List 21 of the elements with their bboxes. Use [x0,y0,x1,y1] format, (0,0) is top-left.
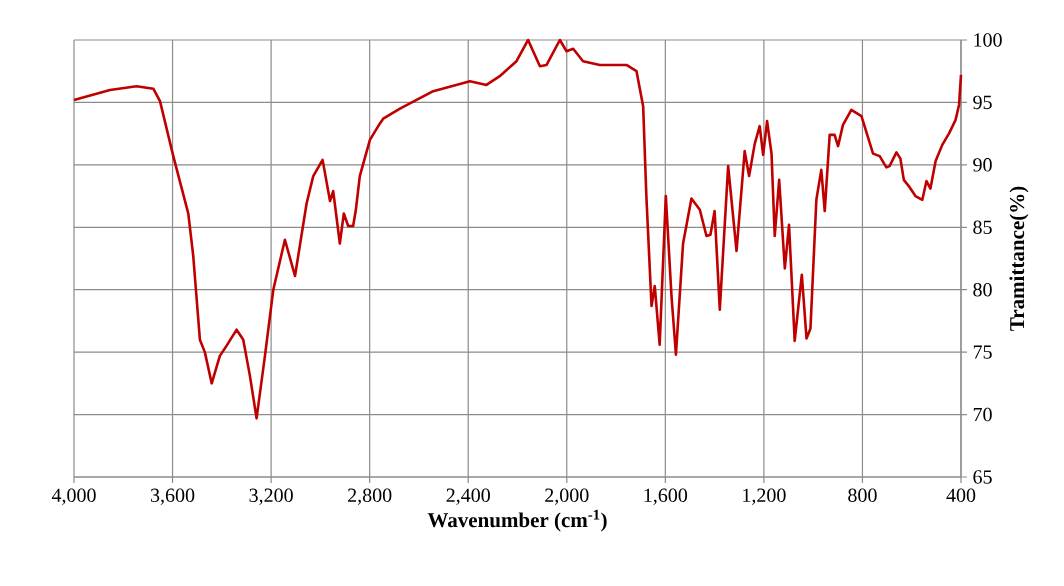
x-tick-label: 3,200 [249,488,293,505]
x-tick-label: 1,200 [743,488,786,505]
line-series [72,38,963,420]
x-tick-label: 4,000 [51,488,96,505]
y-tick-label: 65 [973,470,992,484]
x-tick-label: 3,600 [151,488,195,505]
x-tick-label: 2,800 [348,488,392,505]
y-tick-label: 95 [973,95,992,110]
y-tick-label: 100 [974,33,1002,47]
x-tick-label: 2,400 [446,488,490,505]
y-tick-label: 85 [973,220,992,235]
y-tick-label: 75 [973,345,992,359]
y-tick-label: 90 [973,158,992,172]
y-tick-label: 70 [973,407,992,422]
x-tick-label: 800 [848,488,877,503]
x-tick-label: 1,600 [644,488,688,505]
x-axis-title: Wavenumber (cm$^{-1}$) [427,509,607,532]
x-tick-label: 2,000 [545,488,589,505]
y-axis-title: Tramittance(%) [1009,186,1029,331]
x-tick-label: 400 [946,488,976,503]
y-tick-label: 80 [973,282,992,297]
